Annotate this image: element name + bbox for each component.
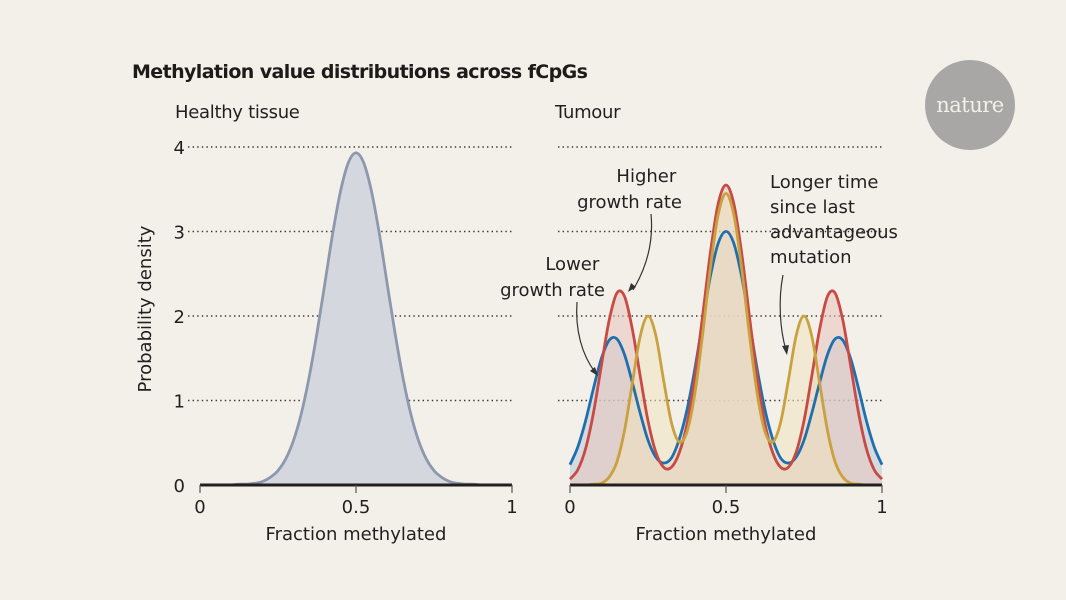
y-tick-label: 4 [174, 138, 185, 159]
x-axis-label: Fraction methylated [266, 524, 447, 545]
annotation-text: Longer time since last advantageous muta… [770, 172, 904, 268]
annotation-line: mutation [770, 247, 852, 268]
annotation-line: since last [770, 197, 855, 218]
nature-logo: nature [925, 60, 1015, 150]
y-tick-label: 3 [174, 223, 185, 244]
annotation-arrow [779, 274, 787, 351]
x-tick-label: 0 [194, 497, 205, 518]
series-line-longer-time-since-last-advantageous-mutation [570, 192, 882, 487]
annotation-line: Higher [616, 166, 676, 187]
y-tick-label: 0 [174, 476, 185, 497]
annotation-lower-growth-rate: Lower growth rate [500, 254, 605, 376]
annotation-arrow [576, 301, 596, 373]
y-tick-labels: 0 1 2 3 4 [174, 138, 185, 497]
x-ticks: 0 0.5 1 [564, 485, 888, 518]
tumour-panel: Tumour 0 0.5 1 Fraction methylated Higher … [500, 102, 904, 545]
arrowhead-icon [590, 367, 598, 376]
series-fills [570, 185, 882, 485]
healthy-tissue-panel: Healthy tissue 0 1 2 3 4 Probability density… [135, 102, 518, 545]
logo-text: nature [936, 93, 1004, 117]
panel-title-healthy: Healthy tissue [175, 102, 300, 123]
series-line-higher-growth-rate [568, 183, 884, 481]
series-lines [568, 183, 884, 487]
arrowhead-icon [628, 283, 636, 292]
x-axis-label: Fraction methylated [636, 524, 817, 545]
x-tick-label: 0.5 [342, 497, 371, 518]
series-line-lower-growth-rate [568, 230, 884, 466]
y-tick-label: 2 [174, 307, 185, 328]
y-tick-label: 1 [174, 392, 185, 413]
annotation-longer-time: Longer time since last advantageous muta… [770, 172, 904, 355]
area-fill-healthy-tissue [200, 152, 512, 485]
x-tick-label: 0 [564, 497, 575, 518]
annotation-arrow [632, 213, 653, 291]
annotation-line: growth rate [577, 192, 682, 213]
series-layer [568, 183, 884, 487]
annotation-higher-growth-rate: Higher growth rate [577, 166, 682, 292]
x-ticks: 0 0.5 1 [194, 485, 518, 518]
arrowhead-icon [782, 345, 789, 355]
gridlines [188, 146, 514, 402]
annotation-text: Higher growth rate [577, 166, 682, 213]
series-layer [200, 151, 512, 487]
series-fills [200, 152, 512, 485]
annotation-line: advantageous [770, 222, 898, 243]
annotation-text: Lower growth rate [500, 254, 605, 301]
annotation-line: growth rate [500, 280, 605, 301]
panel-title-tumour: Tumour [554, 102, 621, 123]
figure-title: Methylation value distributions across f… [132, 61, 588, 83]
area-fill-longer-time-since-last-advantageous-mutation [570, 193, 882, 485]
x-tick-label: 1 [506, 497, 517, 518]
x-tick-label: 0.5 [712, 497, 741, 518]
annotation-line: Lower [545, 254, 600, 275]
annotation-line: Longer time [770, 172, 878, 193]
y-axis-label: Probability density [135, 225, 156, 392]
x-tick-label: 1 [876, 497, 887, 518]
logo-circle [925, 60, 1015, 150]
